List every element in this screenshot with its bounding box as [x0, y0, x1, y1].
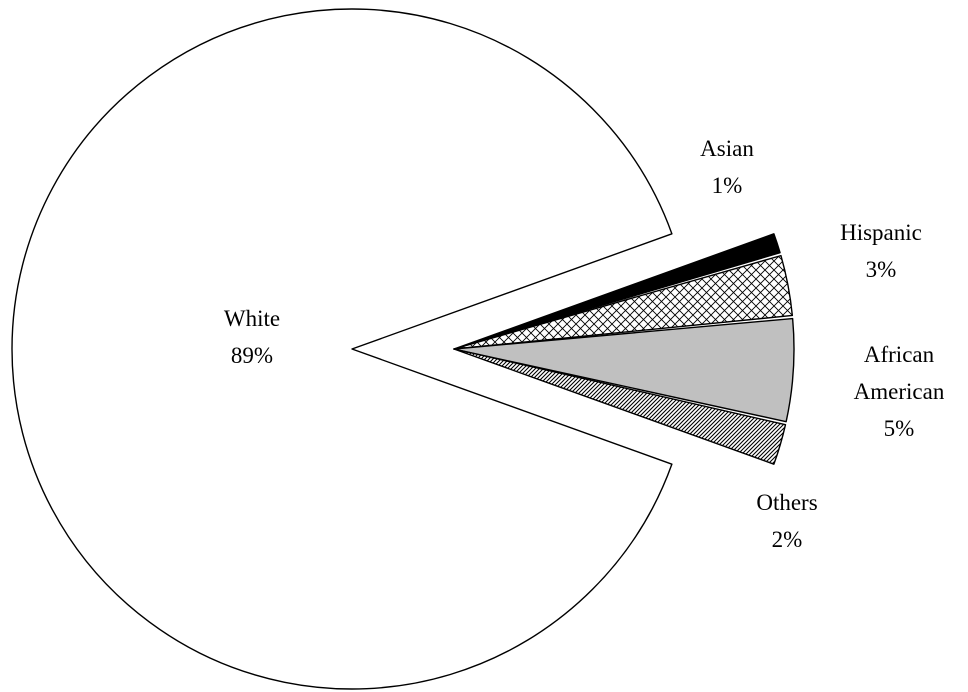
label-african-american-percent: 5%	[884, 416, 915, 441]
label-hispanic: Hispanic 3%	[840, 220, 922, 282]
label-white: White 89%	[224, 306, 280, 368]
slice-white	[11, 8, 673, 690]
slice-labels: White 89% Asian 1% Hispanic 3% African American…	[224, 136, 945, 552]
label-others-percent: 2%	[772, 527, 803, 552]
label-white-percent: 89%	[231, 343, 273, 368]
label-others: Others 2%	[756, 490, 817, 552]
label-african-american: African American 5%	[854, 342, 945, 441]
label-asian-percent: 1%	[712, 173, 743, 198]
label-hispanic-percent: 3%	[866, 257, 897, 282]
label-hispanic-name: Hispanic	[840, 220, 922, 245]
slice-asian	[453, 233, 781, 350]
label-asian-name: Asian	[700, 136, 754, 161]
label-african-american-name: African	[864, 342, 935, 367]
slice-hispanic	[453, 254, 794, 350]
label-white-name: White	[224, 306, 280, 331]
label-asian: Asian 1%	[700, 136, 754, 198]
slice-others	[453, 348, 787, 465]
label-african-american-name: American	[854, 379, 945, 404]
pie-slices	[11, 8, 795, 690]
label-others-name: Others	[756, 490, 817, 515]
slice-african-american	[453, 317, 795, 423]
